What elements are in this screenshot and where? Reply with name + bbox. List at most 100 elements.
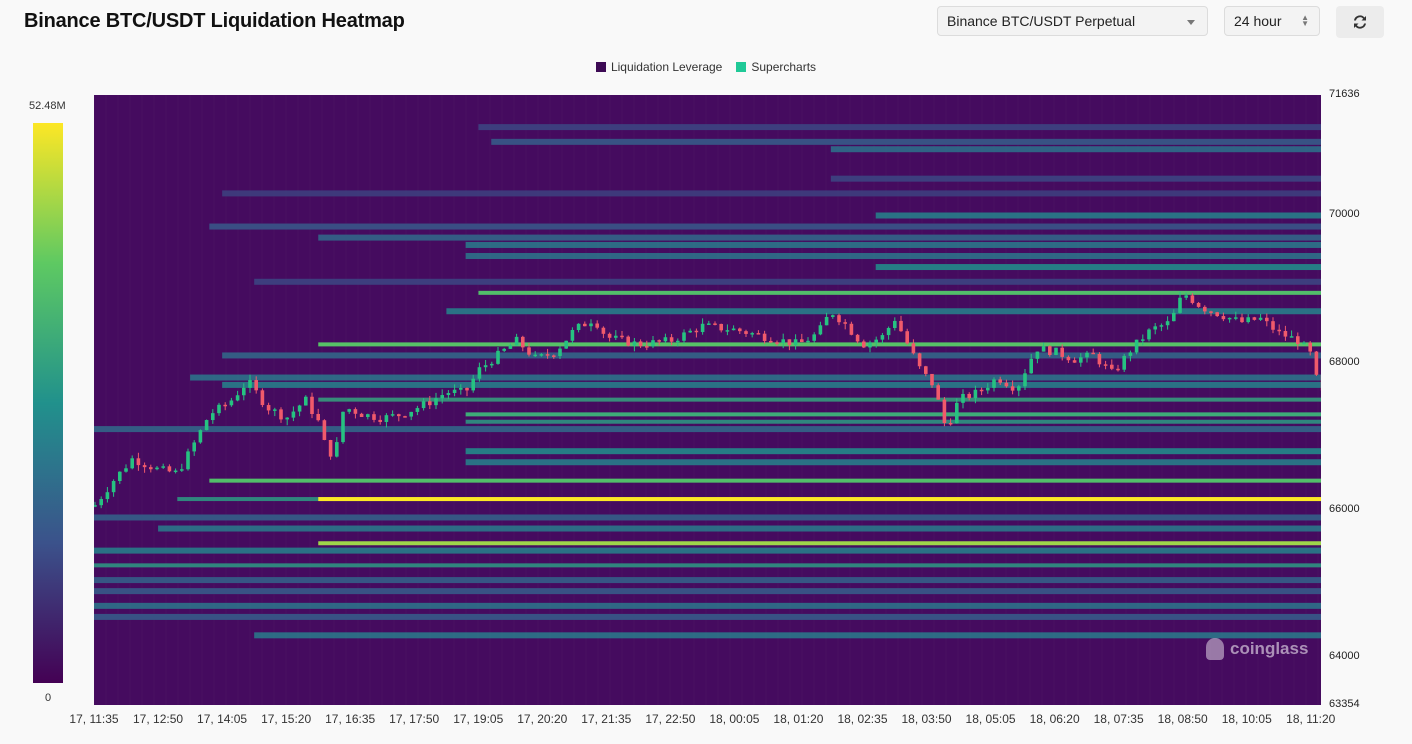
candle-body bbox=[1252, 317, 1257, 320]
legend-swatch bbox=[736, 62, 747, 72]
liquidation-band bbox=[94, 602, 1321, 609]
candle-body bbox=[862, 341, 866, 348]
candle-body bbox=[1023, 373, 1027, 387]
candle-body bbox=[694, 330, 699, 333]
candle-body bbox=[452, 389, 457, 394]
candle-body bbox=[1159, 325, 1164, 327]
x-tick-label: 18, 05:05 bbox=[965, 712, 1016, 726]
candle-body bbox=[638, 341, 643, 347]
range-select[interactable]: 24 hour ▲ ▼ bbox=[1224, 6, 1320, 36]
legend-swatch bbox=[595, 62, 606, 72]
candle-body bbox=[1072, 360, 1077, 363]
coinglass-watermark: coinglass bbox=[1206, 638, 1308, 660]
candle-body bbox=[384, 415, 389, 422]
candle-body bbox=[1271, 321, 1275, 330]
candle-body bbox=[545, 354, 550, 356]
candle-body bbox=[874, 339, 878, 343]
candle-body bbox=[1122, 355, 1126, 370]
candle-body bbox=[527, 347, 531, 355]
candle-body bbox=[490, 363, 494, 366]
candle-body bbox=[787, 339, 792, 346]
liquidation-band bbox=[222, 190, 1321, 197]
candle-body bbox=[316, 413, 320, 421]
colorbar-min-label: 0 bbox=[45, 692, 52, 704]
candle-body bbox=[217, 404, 221, 414]
candle-body bbox=[868, 342, 872, 348]
candle-body bbox=[1010, 386, 1015, 391]
candle-body bbox=[992, 379, 996, 388]
legend-item-supercharts[interactable]: Supercharts bbox=[736, 60, 816, 74]
candle-body bbox=[180, 469, 184, 471]
candle-body bbox=[446, 393, 451, 396]
candle-body bbox=[1054, 347, 1058, 356]
candle-body bbox=[105, 492, 110, 500]
candle-body bbox=[459, 387, 463, 390]
candle-body bbox=[142, 465, 147, 468]
liquidation-band bbox=[318, 342, 1321, 347]
candle-body bbox=[353, 409, 358, 414]
candle-body bbox=[192, 442, 196, 452]
y-tick-label: 63354 bbox=[1329, 698, 1360, 710]
candle-body bbox=[136, 458, 141, 466]
candle-body bbox=[124, 468, 128, 472]
chevron-updown-icon: ▲ ▼ bbox=[1301, 13, 1309, 28]
candle-body bbox=[781, 339, 785, 344]
candle-body bbox=[1240, 317, 1244, 323]
candle-body bbox=[1308, 342, 1312, 352]
candle-body bbox=[1258, 317, 1263, 320]
candle-body bbox=[266, 405, 271, 411]
x-tick-label: 17, 12:50 bbox=[133, 712, 184, 726]
y-tick-label: 71636 bbox=[1329, 88, 1360, 100]
candle-body bbox=[669, 337, 674, 342]
x-tick-label: 18, 03:50 bbox=[901, 712, 952, 726]
candle-body bbox=[397, 414, 401, 417]
candle-body bbox=[167, 466, 172, 472]
candle-body bbox=[1289, 336, 1294, 338]
candle-body bbox=[713, 323, 717, 325]
candle-body bbox=[347, 409, 351, 412]
candle-body bbox=[626, 336, 630, 346]
candle-body bbox=[322, 420, 327, 440]
candle-body bbox=[849, 323, 854, 335]
candle-body bbox=[1110, 364, 1114, 369]
liquidation-band bbox=[465, 241, 1321, 248]
x-tick-label: 18, 00:05 bbox=[709, 712, 760, 726]
candle-body bbox=[917, 353, 922, 367]
candle-body bbox=[800, 339, 804, 343]
liquidation-band bbox=[830, 175, 1321, 182]
candle-body bbox=[1277, 329, 1281, 332]
candle-body bbox=[1165, 321, 1170, 326]
market-select[interactable]: Binance BTC/USDT Perpetual bbox=[937, 6, 1208, 36]
heatmap-plot[interactable]: coinglass bbox=[94, 95, 1321, 705]
candle-body bbox=[366, 414, 370, 417]
candle-body bbox=[738, 328, 742, 332]
candle-body bbox=[99, 499, 103, 506]
candle-body bbox=[942, 399, 947, 424]
candle-body bbox=[589, 323, 593, 327]
candle-body bbox=[1147, 329, 1151, 340]
candle-body bbox=[1116, 368, 1120, 371]
candle-body bbox=[1209, 311, 1213, 313]
candle-body bbox=[310, 396, 314, 414]
x-tick-label: 18, 01:20 bbox=[773, 712, 824, 726]
candle-body bbox=[806, 340, 810, 343]
candle-body bbox=[297, 405, 302, 412]
candle-body bbox=[341, 411, 345, 443]
watermark-text: coinglass bbox=[1230, 639, 1309, 658]
candle-body bbox=[1085, 352, 1089, 358]
x-tick-label: 18, 08:50 bbox=[1157, 712, 1208, 726]
liquidation-band bbox=[446, 308, 1321, 315]
candle-body bbox=[477, 367, 482, 379]
refresh-button[interactable] bbox=[1336, 6, 1384, 38]
candle-body bbox=[273, 409, 277, 411]
candle-body bbox=[676, 340, 680, 343]
candle-body bbox=[657, 340, 661, 342]
candle-body bbox=[564, 340, 568, 349]
candle-body bbox=[186, 451, 190, 470]
candle-body bbox=[1190, 295, 1195, 303]
x-tick-label: 17, 20:20 bbox=[517, 712, 568, 726]
liquidation-band bbox=[254, 632, 1321, 639]
liquidation-band bbox=[222, 352, 1321, 359]
candle-body bbox=[1066, 356, 1071, 361]
legend-item-liquidation-leverage[interactable]: Liquidation Leverage bbox=[595, 60, 722, 74]
